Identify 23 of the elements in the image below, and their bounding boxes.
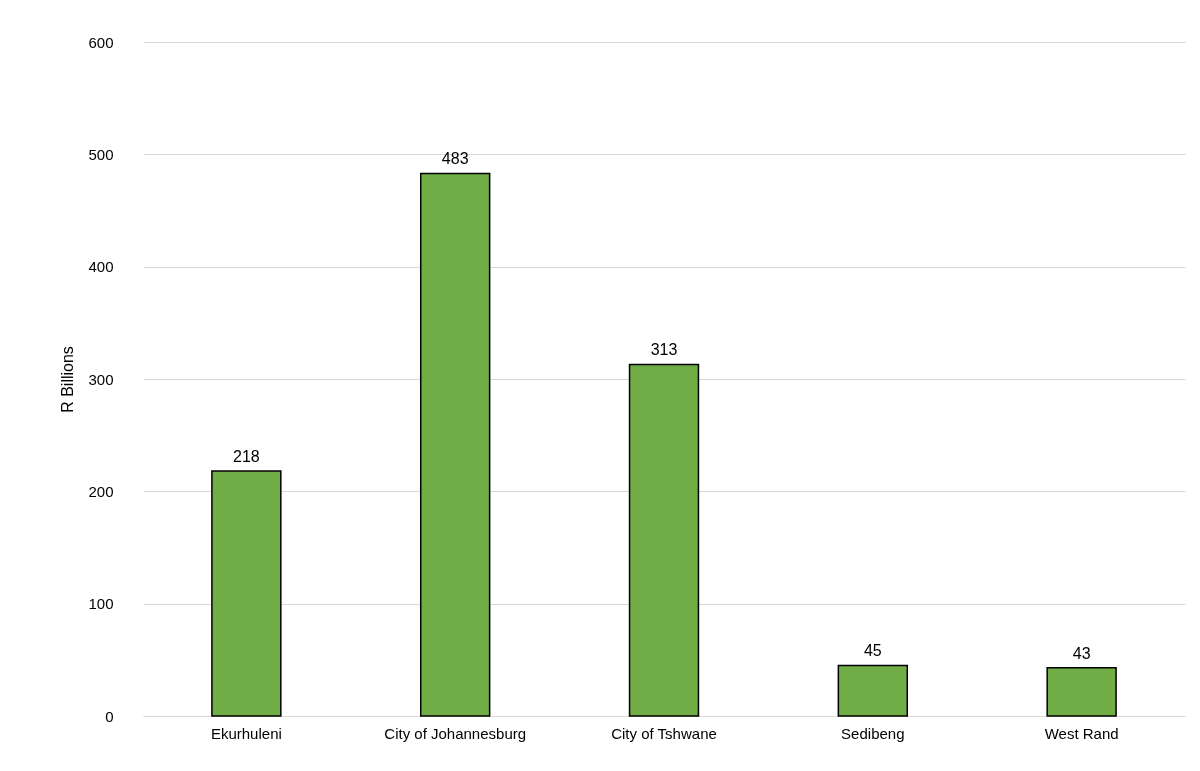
y-tick-label: 400 [88,258,114,276]
x-tick-label: City of Tshwane [611,724,717,742]
bar [837,664,909,717]
y-tick-label: 600 [88,33,114,51]
bar [211,470,282,717]
x-tick-label: Ekurhuleni [210,724,282,742]
data-label: 218 [233,448,260,466]
x-tick-label: West Rand [1044,724,1119,742]
bar [419,172,491,717]
y-axis-title: R Billions [59,346,77,413]
data-label: 483 [441,150,469,168]
bar [628,363,700,717]
data-label: 45 [863,642,882,660]
y-tick-label: 500 [88,145,114,163]
x-tick-label: City of Johannesburg [384,724,527,742]
y-tick-label: 300 [88,370,114,388]
x-tick-label: Sedibeng [841,724,905,742]
y-tick-label: 0 [105,707,114,725]
y-tick-label: 200 [88,482,114,500]
y-tick-label: 100 [88,595,114,613]
data-label: 43 [1072,644,1091,662]
bar [1046,666,1117,717]
data-label: 313 [650,341,678,359]
